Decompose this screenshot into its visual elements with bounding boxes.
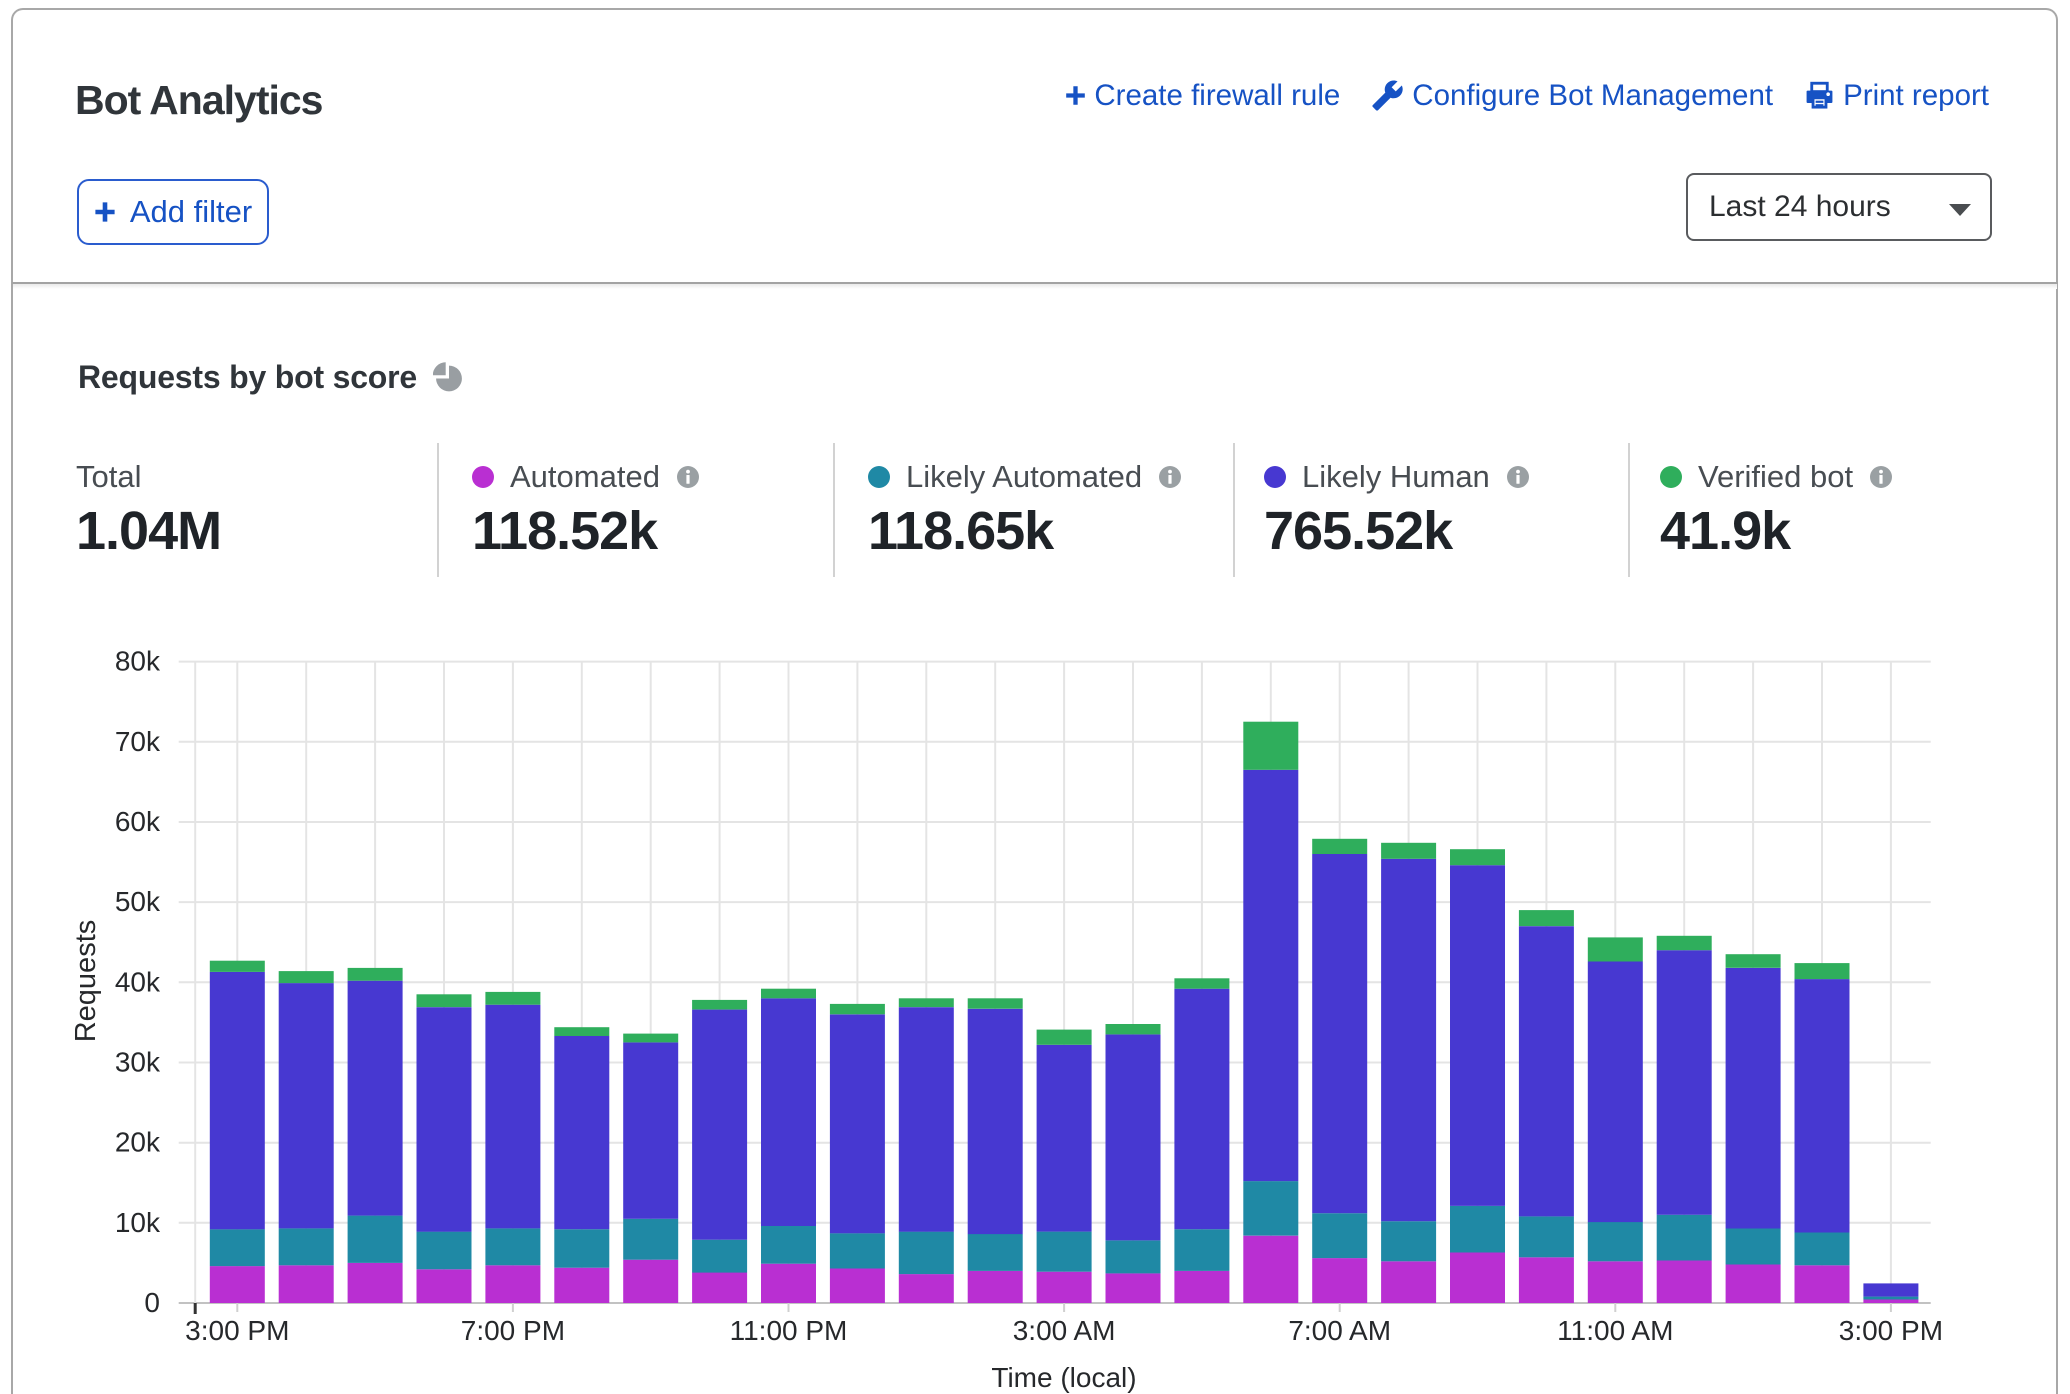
svg-text:40k: 40k (115, 966, 161, 997)
svg-text:20k: 20k (115, 1127, 161, 1158)
svg-text:70k: 70k (115, 726, 161, 757)
svg-text:50k: 50k (115, 886, 161, 917)
svg-text:3:00 PM: 3:00 PM (1839, 1315, 1943, 1346)
svg-text:Time (local): Time (local) (991, 1362, 1136, 1393)
svg-text:60k: 60k (115, 806, 161, 837)
svg-text:10k: 10k (115, 1207, 161, 1238)
svg-text:3:00 PM: 3:00 PM (185, 1315, 289, 1346)
svg-text:80k: 80k (115, 646, 161, 677)
svg-text:7:00 PM: 7:00 PM (461, 1315, 565, 1346)
svg-text:11:00 PM: 11:00 PM (730, 1315, 848, 1346)
svg-text:30k: 30k (115, 1047, 161, 1078)
svg-text:11:00 AM: 11:00 AM (1557, 1315, 1673, 1346)
svg-text:3:00 AM: 3:00 AM (1013, 1315, 1116, 1346)
svg-text:Requests: Requests (70, 920, 102, 1043)
svg-text:7:00 AM: 7:00 AM (1288, 1315, 1391, 1346)
svg-text:0: 0 (144, 1287, 160, 1318)
